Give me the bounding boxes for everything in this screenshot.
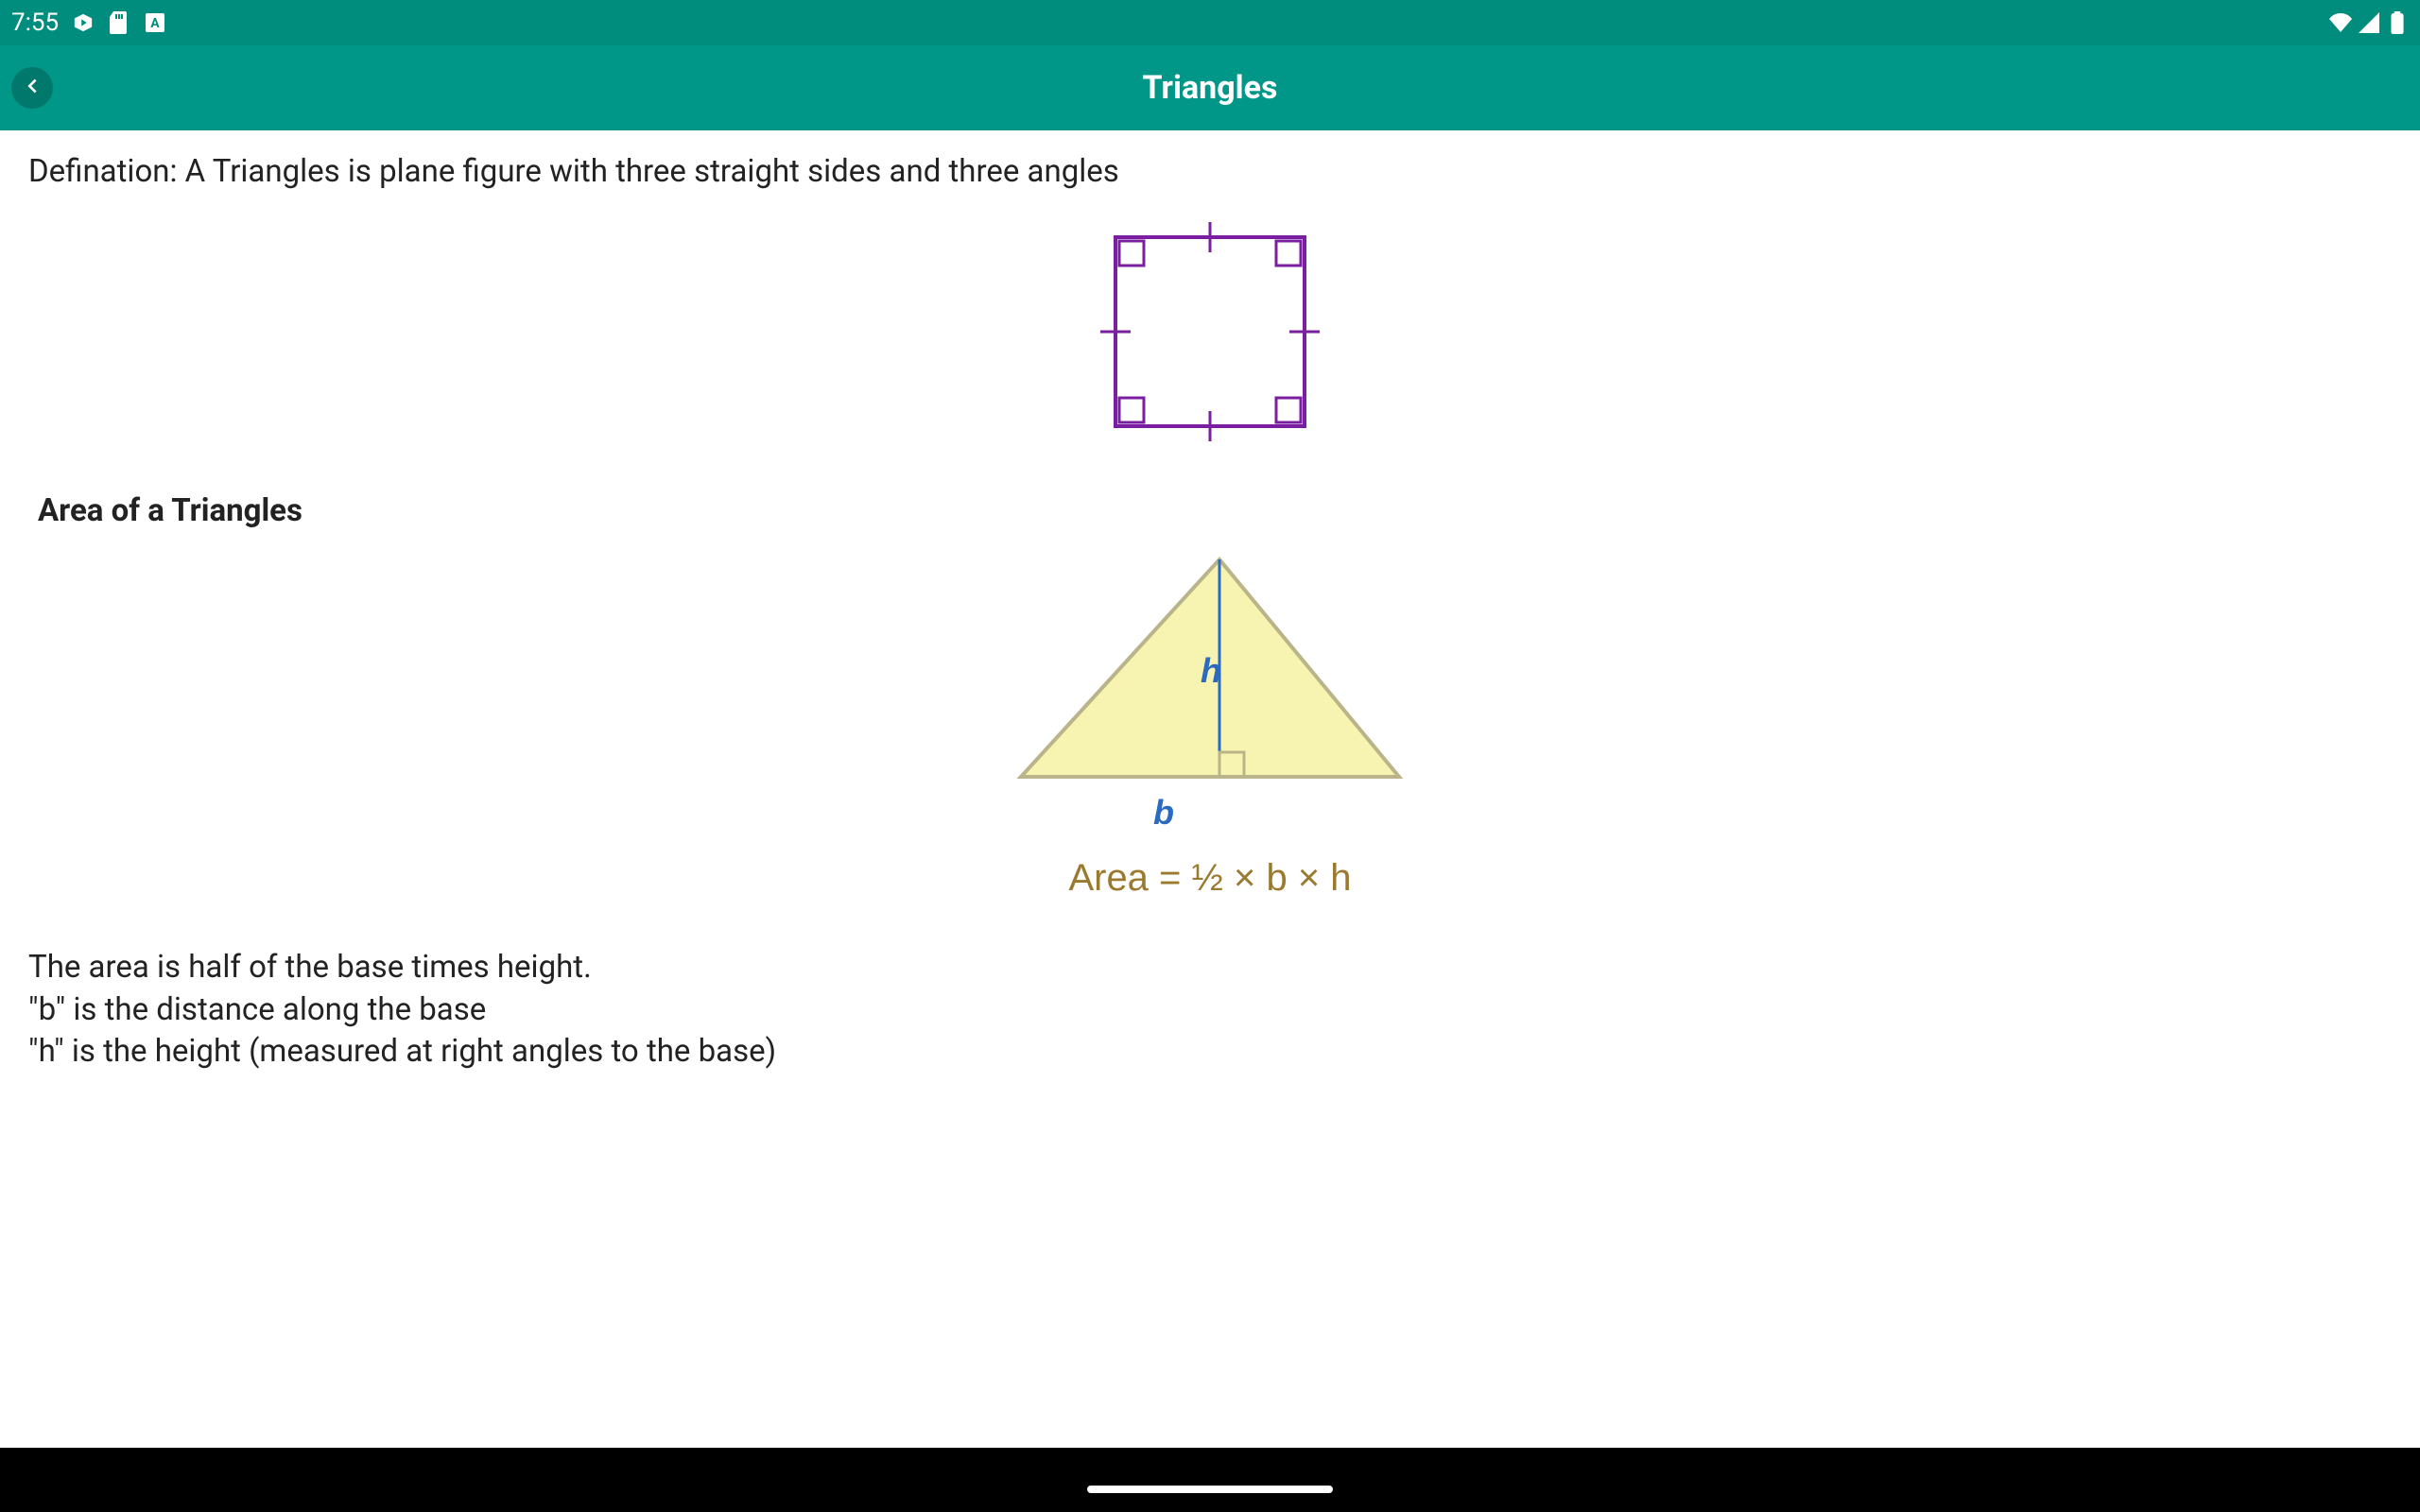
back-button[interactable] bbox=[11, 67, 53, 109]
description: The area is half of the base times heigh… bbox=[28, 947, 2392, 1074]
square-figure bbox=[28, 209, 2392, 473]
triangle-figure: h b Area = ½ × b × h bbox=[28, 541, 2392, 919]
definition-text: Defination: A Triangles is plane figure … bbox=[28, 153, 2392, 190]
desc-line-2: "b" is the distance along the base bbox=[28, 989, 2392, 1032]
play-store-icon bbox=[72, 11, 95, 34]
status-left: 7:55 A bbox=[11, 9, 166, 37]
signal-icon bbox=[2358, 11, 2380, 34]
svg-text:A: A bbox=[150, 16, 160, 31]
status-time: 7:55 bbox=[11, 9, 59, 37]
wifi-icon bbox=[2329, 11, 2352, 34]
desc-line-3: "h" is the height (measured at right ang… bbox=[28, 1031, 2392, 1074]
app-bar: Triangles bbox=[0, 45, 2420, 130]
h-label: h bbox=[1201, 651, 1221, 690]
b-label: b bbox=[1153, 793, 1174, 832]
formula-text: Area = ½ × b × h bbox=[1068, 857, 1351, 899]
status-right bbox=[2329, 11, 2409, 34]
content-area: 7:55 A bbox=[0, 0, 2420, 1448]
body-content: Defination: A Triangles is plane figure … bbox=[0, 130, 2420, 1096]
section-heading: Area of a Triangles bbox=[38, 492, 2392, 529]
square-svg bbox=[1078, 209, 1342, 473]
sd-card-icon bbox=[108, 11, 130, 34]
page-title: Triangles bbox=[1143, 69, 1278, 107]
screen-root: 7:55 A bbox=[0, 0, 2420, 1512]
battery-icon bbox=[2386, 11, 2409, 34]
gesture-bar[interactable] bbox=[1087, 1486, 1333, 1493]
chevron-left-icon bbox=[22, 76, 43, 100]
status-bar: 7:55 A bbox=[0, 0, 2420, 45]
triangle-svg: h b Area = ½ × b × h bbox=[1002, 541, 1418, 919]
a-box-icon: A bbox=[144, 11, 166, 34]
desc-line-1: The area is half of the base times heigh… bbox=[28, 947, 2392, 989]
